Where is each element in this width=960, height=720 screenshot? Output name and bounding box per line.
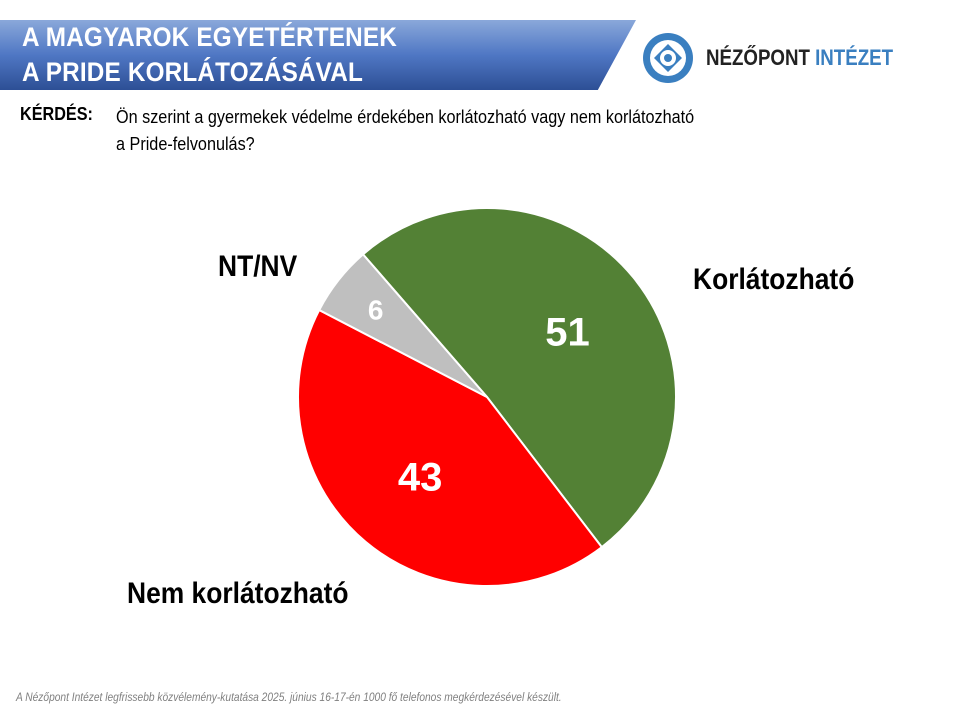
footer-note: A Nézőpont Intézet legfrissebb közvélemé… (16, 690, 562, 704)
legend-label-ntnv: NT/NV (218, 250, 298, 283)
question-text: Ön szerint a gyermekek védelme érdekében… (116, 104, 694, 158)
pie-slice-0 (361, 207, 677, 549)
logo: NÉZŐPONT INTÉZET (640, 30, 926, 86)
logo-text-2: INTÉZET (815, 45, 894, 70)
title-line-1: A MAGYAROK EGYETÉRTENEK (22, 22, 397, 52)
question-line-1: Ön szerint a gyermekek védelme érdekében… (116, 107, 695, 127)
pie-value-label-1: 43 (398, 456, 443, 500)
logo-text-1: NÉZŐPONT (706, 45, 810, 70)
pie-slice-1 (297, 308, 604, 587)
title-banner (0, 20, 636, 90)
legend-label-korlatozhato: Korlátozható (693, 263, 855, 296)
pie-value-label-0: 51 (545, 310, 590, 354)
title-line-2: A PRIDE KORLÁTOZÁSÁVAL (22, 57, 364, 87)
pie-slice-2 (317, 252, 488, 398)
pie-value-label-2: 6 (368, 294, 384, 325)
logo-eye-icon (643, 33, 693, 83)
question-label: KÉRDÉS: (20, 104, 93, 124)
question-line-2: a Pride-felvonulás? (116, 134, 255, 154)
legend-label-nem-korlatozhato: Nem korlátozható (127, 577, 349, 610)
